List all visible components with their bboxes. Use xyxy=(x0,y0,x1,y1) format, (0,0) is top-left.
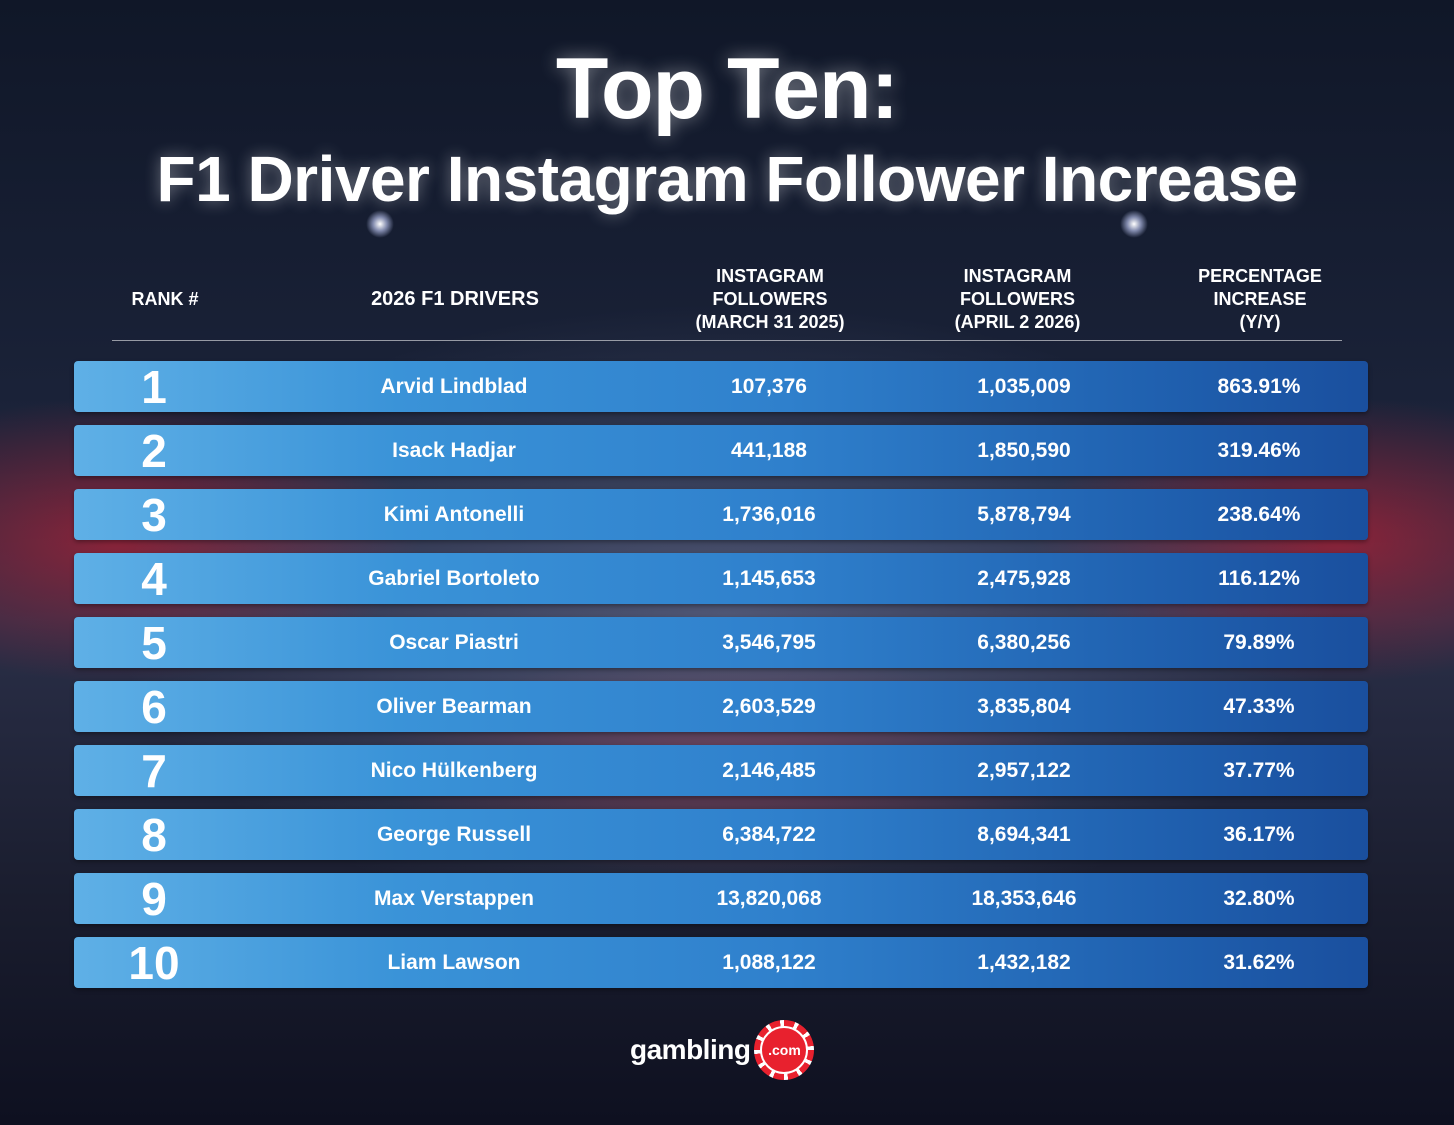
poker-chip-icon: .com xyxy=(754,1020,815,1080)
march-followers-cell: 1,088,122 xyxy=(722,950,816,974)
percent-increase-cell: 31.62% xyxy=(1223,950,1295,974)
march-followers-cell: 2,603,529 xyxy=(722,694,816,718)
april-followers-cell: 6,380,256 xyxy=(977,630,1071,654)
percent-increase-cell: 47.33% xyxy=(1223,694,1295,718)
rank-cell: 3 xyxy=(141,488,167,541)
table-row: 3 Kimi Antonelli 1,736,016 5,878,794 238… xyxy=(74,488,1368,541)
header-march-line-2: FOLLOWERS xyxy=(712,288,828,309)
header-april-line-2: FOLLOWERS xyxy=(960,288,1075,309)
header-rank: RANK # xyxy=(131,288,199,309)
march-followers-cell: 2,146,485 xyxy=(722,758,816,782)
header-percent-line-2: INCREASE xyxy=(1213,288,1307,309)
rank-cell: 2 xyxy=(141,424,167,477)
april-followers-cell: 18,353,646 xyxy=(971,886,1077,910)
table-row: 9 Max Verstappen 13,820,068 18,353,646 3… xyxy=(74,872,1368,925)
header-march-line-3: (MARCH 31 2025) xyxy=(695,311,845,332)
march-followers-cell: 13,820,068 xyxy=(716,886,822,910)
table-row: 1 Arvid Lindblad 107,376 1,035,009 863.9… xyxy=(74,360,1368,413)
march-followers-cell: 3,546,795 xyxy=(722,630,816,654)
header-percent-line-1: PERCENTAGE xyxy=(1198,265,1322,286)
percent-increase-cell: 116.12% xyxy=(1218,566,1300,590)
spotlight-left xyxy=(366,210,394,238)
spotlight-right xyxy=(1120,210,1148,238)
header-march-line-1: INSTAGRAM xyxy=(716,265,824,286)
april-followers-cell: 1,035,009 xyxy=(977,374,1071,398)
header-april-line-3: (APRIL 2 2026) xyxy=(954,311,1081,332)
rank-cell: 9 xyxy=(141,872,167,925)
percent-increase-cell: 319.46% xyxy=(1217,438,1301,462)
table-row: 7 Nico Hülkenberg 2,146,485 2,957,122 37… xyxy=(74,744,1368,797)
rank-cell: 1 xyxy=(141,360,167,413)
march-followers-cell: 1,145,653 xyxy=(722,566,816,590)
driver-name-cell: George Russell xyxy=(376,822,532,846)
logo-chip-label: .com xyxy=(760,1026,809,1074)
april-followers-cell: 3,835,804 xyxy=(977,694,1071,718)
percent-increase-cell: 238.64% xyxy=(1217,502,1301,526)
driver-name-cell: Gabriel Bortoleto xyxy=(368,566,540,590)
driver-name-cell: Arvid Lindblad xyxy=(380,374,528,398)
rank-cell: 8 xyxy=(141,808,167,861)
header-percent: PERCENTAGE INCREASE (Y/Y) xyxy=(1160,258,1360,340)
driver-name-cell: Liam Lawson xyxy=(387,950,521,974)
driver-name-cell: Oscar Piastri xyxy=(389,630,519,654)
table-row: 4 Gabriel Bortoleto 1,145,653 2,475,928 … xyxy=(74,552,1368,605)
percent-increase-cell: 37.77% xyxy=(1223,758,1295,782)
table-row: 2 Isack Hadjar 441,188 1,850,590 319.46% xyxy=(74,424,1368,477)
table-row: 8 George Russell 6,384,722 8,694,341 36.… xyxy=(74,808,1368,861)
header-april-line-1: INSTAGRAM xyxy=(963,265,1072,286)
header-divider xyxy=(112,340,1342,341)
april-followers-cell: 2,957,122 xyxy=(977,758,1071,782)
logo-wordmark: gambling xyxy=(630,1034,751,1065)
table-row: 6 Oliver Bearman 2,603,529 3,835,804 47.… xyxy=(74,680,1368,733)
march-followers-cell: 107,376 xyxy=(731,374,807,398)
percent-increase-cell: 32.80% xyxy=(1223,886,1295,910)
header-drivers: 2026 F1 DRIVERS xyxy=(371,287,539,310)
rank-cell: 5 xyxy=(141,616,167,669)
april-followers-cell: 1,850,590 xyxy=(977,438,1071,462)
table-row: 10 Liam Lawson 1,088,122 1,432,182 31.62… xyxy=(74,936,1368,989)
april-followers-cell: 8,694,341 xyxy=(977,822,1071,846)
rank-cell: 4 xyxy=(141,552,167,605)
percent-increase-cell: 863.91% xyxy=(1217,374,1301,398)
page-title: Top Ten: xyxy=(555,41,899,137)
page-subtitle: F1 Driver Instagram Follower Increase xyxy=(156,143,1298,215)
rank-cell: 7 xyxy=(141,744,167,797)
header-percent-line-3: (Y/Y) xyxy=(1239,311,1281,332)
rank-cell: 10 xyxy=(128,936,180,989)
driver-name-cell: Max Verstappen xyxy=(374,886,534,910)
header-march: INSTAGRAM FOLLOWERS (MARCH 31 2025) xyxy=(660,258,880,340)
header-april: INSTAGRAM FOLLOWERS (APRIL 2 2026) xyxy=(910,258,1125,340)
driver-name-cell: Nico Hülkenberg xyxy=(370,758,538,782)
table-row: 5 Oscar Piastri 3,546,795 6,380,256 79.8… xyxy=(74,616,1368,669)
percent-increase-cell: 79.89% xyxy=(1223,630,1295,654)
rank-cell: 6 xyxy=(141,680,167,733)
march-followers-cell: 1,736,016 xyxy=(722,502,816,526)
gambling-com-logo: gambling .com xyxy=(630,1020,815,1080)
driver-name-cell: Kimi Antonelli xyxy=(383,502,525,526)
april-followers-cell: 1,432,182 xyxy=(977,950,1071,974)
percent-increase-cell: 36.17% xyxy=(1223,822,1295,846)
march-followers-cell: 6,384,722 xyxy=(722,822,816,846)
april-followers-cell: 5,878,794 xyxy=(977,502,1071,526)
driver-name-cell: Oliver Bearman xyxy=(376,694,532,718)
driver-name-cell: Isack Hadjar xyxy=(392,438,516,462)
march-followers-cell: 441,188 xyxy=(731,438,807,462)
april-followers-cell: 2,475,928 xyxy=(977,566,1071,590)
